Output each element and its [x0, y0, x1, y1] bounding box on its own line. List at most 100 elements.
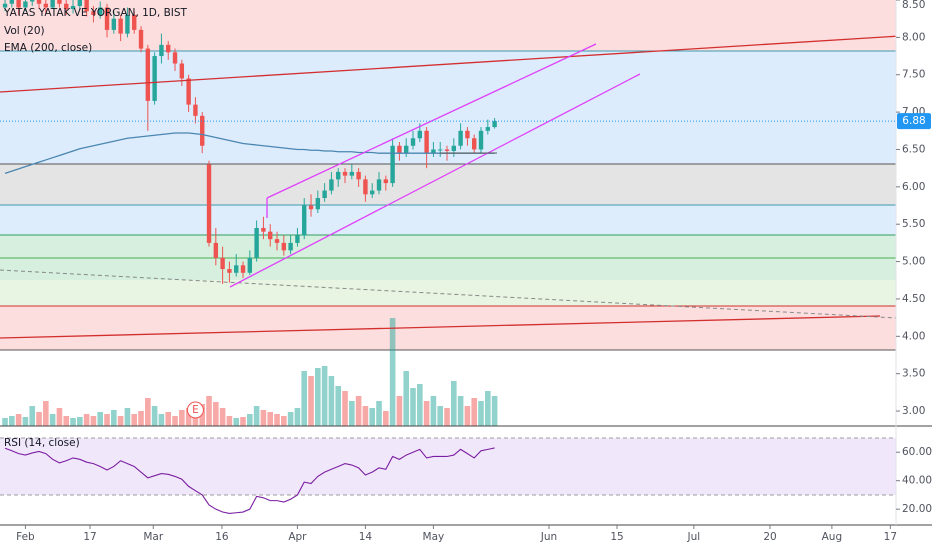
candle-body: [478, 130, 484, 150]
volume-bar: [219, 408, 226, 426]
volume-bar: [56, 408, 63, 426]
x-tick-label: 16: [215, 531, 229, 543]
volume-bar: [131, 414, 138, 426]
volume-bar: [43, 401, 49, 426]
candle-body: [234, 265, 239, 273]
candle-body: [410, 138, 416, 146]
rsi-pane: [4, 447, 495, 515]
volume-bar: [165, 412, 172, 426]
candle-body: [302, 205, 307, 236]
candle-body: [315, 198, 321, 210]
volume-bar: [124, 408, 131, 426]
earnings-label: E: [192, 404, 199, 416]
volume-bar: [233, 418, 240, 426]
marks: [2, 0, 498, 515]
y-tick-label: 5.00: [902, 256, 925, 268]
volume-bar: [90, 416, 97, 426]
candle-body: [138, 29, 144, 49]
candle-body: [295, 235, 300, 243]
chart-title: YATAS YATAK VE YORGAN, 1D, BIST: [3, 7, 188, 19]
candle-body: [43, 3, 49, 8]
candle-body: [111, 18, 117, 30]
y-tick-label: 8.00: [902, 31, 925, 43]
y-tick-label: 4.50: [902, 293, 925, 305]
candle-body: [254, 227, 259, 258]
volume-bar: [138, 411, 144, 426]
y-tick-label: 4.00: [902, 330, 925, 342]
volume-bar: [185, 408, 192, 426]
candle-body: [356, 171, 361, 180]
volume-bar: [491, 396, 498, 426]
candle-body: [179, 63, 185, 79]
y-tick-label: 60.00: [902, 446, 932, 458]
volume-bar: [403, 371, 410, 426]
volume-bar: [70, 418, 76, 426]
candle-body: [444, 149, 450, 151]
volume-bar: [315, 368, 321, 426]
candle-body: [424, 130, 429, 154]
legend-entry: RSI (14, close): [4, 437, 80, 449]
candle-body: [16, 0, 21, 8]
candle-body: [23, 1, 28, 8]
volume-bar: [478, 401, 484, 426]
y-tick-label: 20.00: [902, 503, 932, 515]
volume-bar: [423, 401, 430, 426]
x-tick-label: Apr: [288, 531, 307, 543]
volume-bar: [355, 396, 362, 426]
candle-body: [159, 44, 164, 57]
candle-body: [70, 5, 76, 9]
candle-body: [30, 0, 35, 2]
candle-body: [206, 164, 212, 243]
volume-bar: [29, 406, 36, 426]
volume-bar: [206, 396, 212, 426]
volume-bar: [117, 416, 124, 426]
candle-body: [193, 104, 198, 116]
volume-bar: [294, 408, 301, 426]
volume-bar: [389, 318, 396, 426]
x-tick-label: 17: [83, 531, 96, 543]
candle-body: [451, 145, 457, 151]
volume-bar: [349, 401, 355, 426]
y-tick-label: 6.50: [902, 143, 925, 155]
volume-bar: [179, 410, 185, 426]
x-tick-label: 20: [763, 531, 776, 543]
y-tick-label: 40.00: [902, 475, 932, 487]
volume-bar: [260, 410, 267, 426]
candle-body: [104, 7, 110, 30]
candle-body: [36, 0, 42, 4]
volume-bar: [383, 411, 389, 426]
candle-body: [342, 171, 348, 176]
legend-entry: EMA (200, close): [4, 42, 92, 54]
x-tick-label: Jun: [540, 531, 557, 543]
candle-body: [132, 14, 137, 30]
x-tick-label: 15: [610, 531, 623, 543]
volume-bar: [253, 406, 260, 426]
volume-bar: [396, 396, 403, 426]
drawings: [0, 35, 896, 339]
candle-body: [166, 44, 171, 53]
x-tick-label: 14: [359, 531, 373, 543]
volume-bar: [451, 381, 457, 426]
candle-body: [336, 171, 341, 180]
candle-body: [91, 11, 96, 15]
candle-body: [390, 145, 395, 184]
y-tick-label: 3.50: [902, 368, 925, 380]
y-tick-label: 7.50: [902, 69, 925, 81]
candle-body: [200, 115, 205, 146]
candle-body: [98, 7, 103, 15]
candle-body: [492, 121, 497, 128]
volume-bar: [240, 417, 246, 426]
volume-bar: [410, 388, 416, 426]
volume-bar: [301, 371, 308, 426]
candle-body: [213, 242, 219, 258]
volume-bar: [287, 412, 294, 426]
y-tick-label: 8.50: [902, 0, 925, 11]
candle-body: [329, 179, 334, 191]
earnings-icon: [186, 401, 204, 419]
volume-bar: [308, 376, 314, 426]
volume-bar: [49, 414, 56, 426]
main-pane: [2, 0, 498, 426]
candle-body: [172, 52, 178, 64]
volume-bar: [63, 416, 70, 426]
